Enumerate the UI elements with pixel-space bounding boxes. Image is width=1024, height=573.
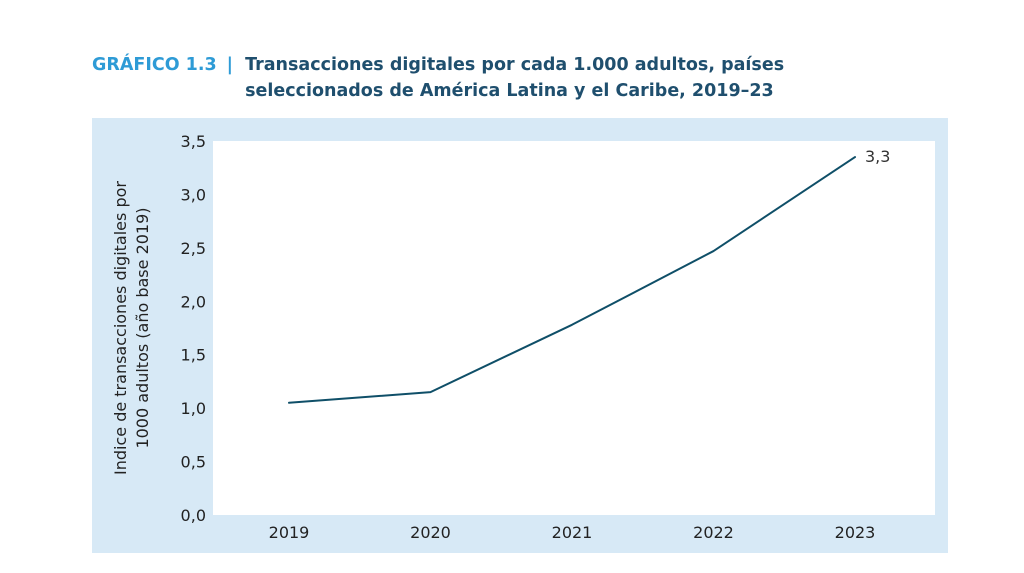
end-value-label: 3,3 <box>865 147 890 166</box>
figure-header: GRÁFICO 1.3 | Transacciones digitales po… <box>92 52 952 104</box>
y-tick-label: 3,0 <box>181 185 206 204</box>
line-chart: Indice de transacciones digitales por 100… <box>111 132 935 542</box>
figure-title: Transacciones digitales por cada 1.000 a… <box>245 55 785 101</box>
x-axis-ticks: 2019 2020 2021 2022 2023 <box>269 523 876 542</box>
x-tick-label: 2022 <box>693 523 734 542</box>
y-tick-label: 3,5 <box>181 132 206 151</box>
x-tick-label: 2021 <box>552 523 593 542</box>
x-tick-label: 2019 <box>269 523 310 542</box>
x-tick-label: 2020 <box>410 523 451 542</box>
plot-area <box>213 141 935 515</box>
y-tick-label: 2,0 <box>181 292 206 311</box>
y-tick-label: 1,0 <box>181 399 206 418</box>
y-axis-title: Indice de transacciones digitales por 100… <box>111 181 152 475</box>
data-labels: 3,3 <box>865 147 890 166</box>
figure-label: GRÁFICO 1.3 <box>92 55 217 75</box>
series-group <box>288 156 856 404</box>
y-tick-label: 0,0 <box>181 506 206 525</box>
y-axis-title-line: Indice de transacciones digitales por <box>111 181 130 475</box>
figure-separator: | <box>226 55 234 75</box>
y-axis-ticks: 0,0 0,5 1,0 1,5 2,0 2,5 3,0 3,5 <box>181 132 206 525</box>
y-tick-label: 0,5 <box>181 453 206 472</box>
y-axis-title-line: 1000 adultos (año base 2019) <box>133 207 152 448</box>
x-tick-label: 2023 <box>835 523 876 542</box>
y-tick-label: 2,5 <box>181 239 206 258</box>
y-tick-label: 1,5 <box>181 346 206 365</box>
chart-panel: Indice de transacciones digitales por 100… <box>92 118 948 553</box>
